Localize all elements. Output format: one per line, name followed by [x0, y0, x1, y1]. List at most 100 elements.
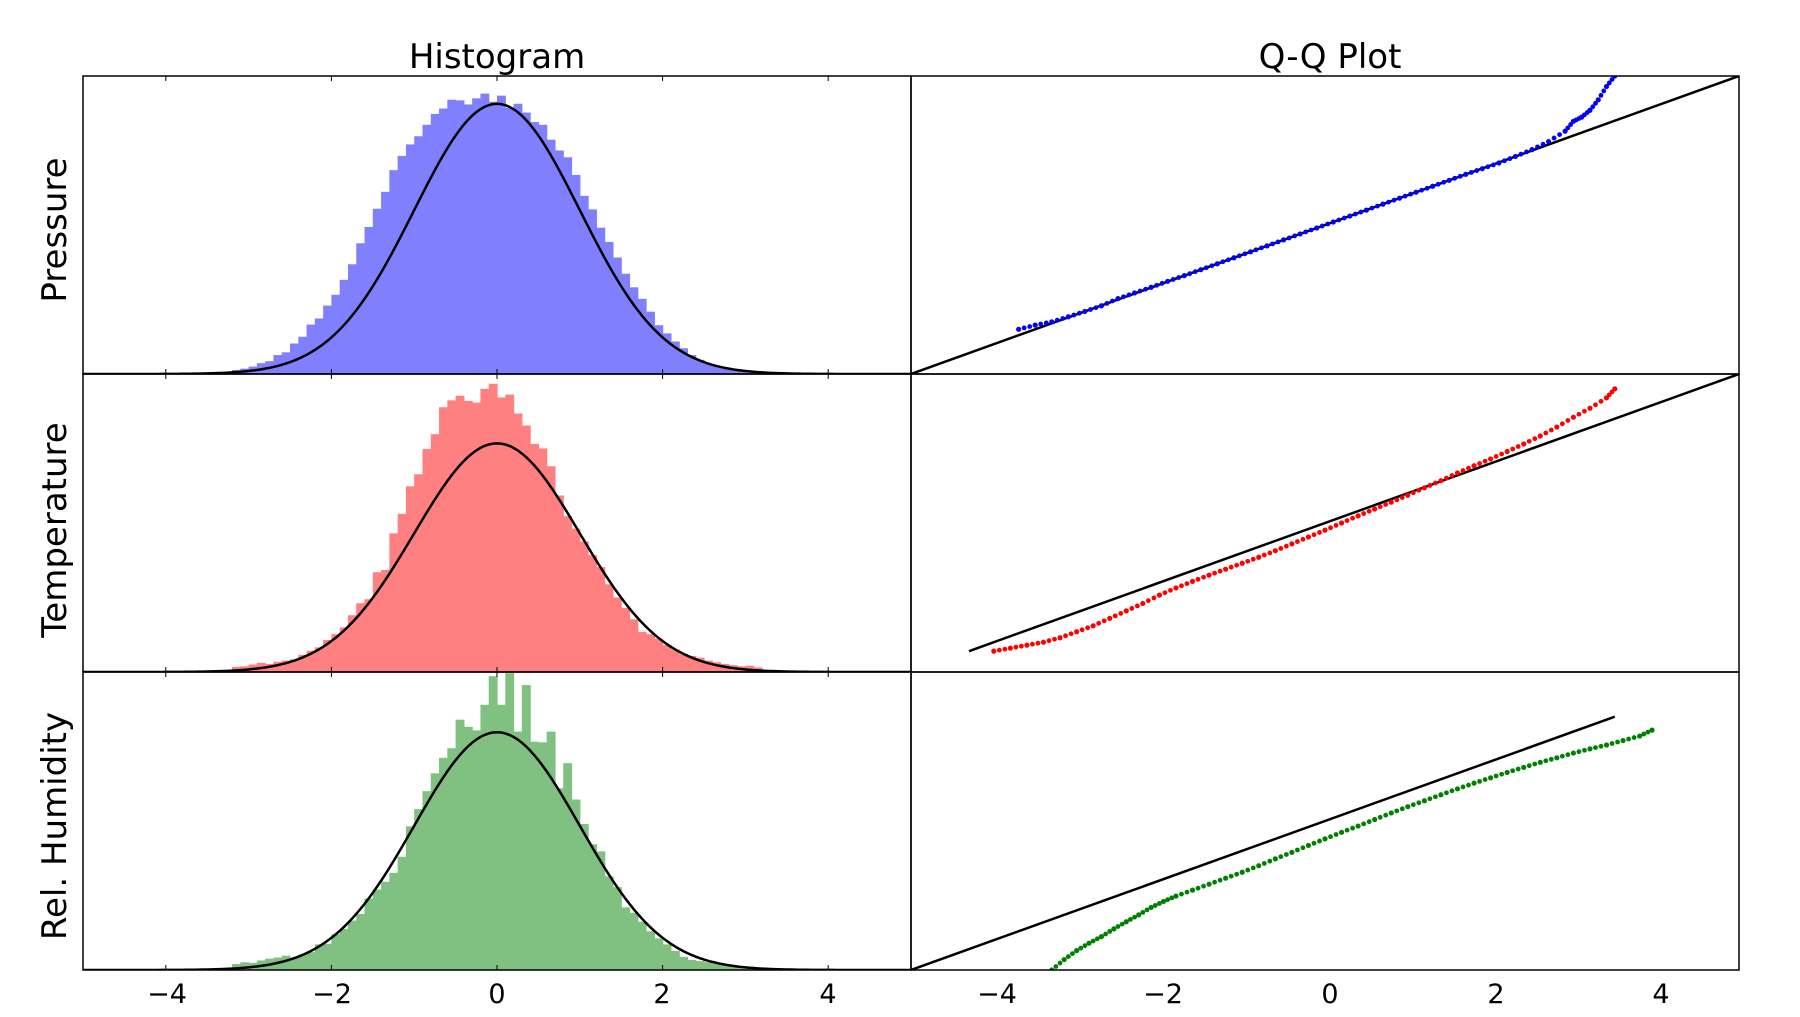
qq-point: [1504, 769, 1510, 776]
histogram-bar: [712, 964, 722, 970]
qq-point: [1165, 897, 1171, 903]
qq-point: [1060, 316, 1066, 321]
panels: [82, 75, 1740, 971]
qq-point: [1270, 241, 1275, 247]
qq-point: [1350, 825, 1355, 831]
qq-point: [1502, 158, 1507, 164]
qq-point: [1024, 642, 1030, 648]
qq-point: [1223, 875, 1229, 881]
qq-point: [1297, 231, 1303, 237]
qq-point: [1543, 758, 1549, 764]
qq-point: [1649, 727, 1655, 733]
qq-point: [1061, 956, 1067, 963]
histogram-bar: [298, 954, 308, 970]
qq-point: [1126, 292, 1132, 298]
qq-point: [1156, 592, 1162, 598]
qq-point: [1416, 487, 1422, 493]
plot-area-pressure-qq: [911, 76, 1739, 374]
histogram-bar: [637, 631, 647, 672]
histogram-bar: [422, 791, 432, 970]
histogram-bar: [662, 944, 672, 970]
qq-point: [1212, 570, 1217, 576]
histogram-bar: [621, 273, 631, 374]
qq-point: [1325, 221, 1331, 227]
qq-point: [1512, 153, 1519, 160]
qq-point: [1347, 213, 1353, 219]
qq-point: [1245, 558, 1251, 564]
histogram-bar: [679, 654, 689, 672]
histogram-bar: [571, 528, 581, 672]
qq-point: [1052, 636, 1057, 642]
x-tick-label-right-0: 0: [1321, 979, 1338, 1010]
histogram-bar: [439, 108, 448, 374]
qq-point: [1515, 444, 1521, 449]
qq-point: [1281, 237, 1287, 243]
qq-point: [1272, 548, 1278, 554]
qq-point: [1292, 233, 1298, 239]
qq-point: [1587, 405, 1593, 411]
qq-point: [1065, 954, 1071, 959]
x-tick-label-left-2: 2: [653, 979, 670, 1010]
histogram-bar: [546, 139, 556, 374]
qq-point: [1078, 945, 1084, 951]
histogram-bar: [505, 107, 515, 374]
qq-point: [1256, 863, 1262, 869]
qq-point: [1355, 823, 1361, 829]
qq-point: [1372, 506, 1378, 512]
histogram-bar: [389, 170, 399, 374]
histogram-bar: [397, 155, 407, 374]
histogram-bar: [232, 964, 241, 970]
histogram-bar: [339, 928, 349, 970]
x-tick-label-left-0: 0: [488, 979, 505, 1010]
qq-point: [1532, 436, 1538, 442]
histogram-bar: [629, 912, 639, 970]
histogram-bar: [240, 962, 250, 970]
qq-point: [1446, 177, 1452, 183]
qq-point: [1311, 840, 1317, 846]
qq-point: [1344, 518, 1350, 524]
qq-point: [1548, 427, 1554, 433]
histogram-bar: [472, 98, 482, 374]
qq-plot-column-title: Q-Q Plot: [1259, 37, 1402, 77]
qq-point: [1231, 255, 1237, 261]
qq-point: [1107, 615, 1113, 621]
qq-point: [1162, 590, 1168, 596]
qq-point: [1079, 627, 1085, 633]
qq-point: [1603, 83, 1610, 90]
qq-point: [1361, 511, 1367, 516]
qq-point: [1565, 125, 1571, 131]
histogram-bar: [670, 341, 680, 374]
histogram-bar: [612, 887, 622, 970]
histogram-bar: [704, 363, 713, 374]
histogram-bar: [381, 191, 390, 374]
qq-point: [1128, 917, 1133, 922]
panel-temperature-histogram: [82, 373, 912, 673]
qq-point: [1063, 633, 1068, 639]
qq-point: [1590, 104, 1596, 110]
histogram-bar: [621, 607, 631, 672]
qq-point: [1104, 300, 1110, 306]
x-tick-label-left-neg2: −2: [312, 979, 352, 1010]
qq-point: [1198, 267, 1204, 273]
qq-point: [1394, 497, 1400, 503]
qq-point: [1016, 326, 1022, 332]
histogram-bar: [679, 956, 689, 970]
histogram-bar: [281, 955, 291, 970]
qq-point: [1267, 858, 1273, 864]
histogram-bar: [497, 95, 506, 374]
qq-point: [1380, 201, 1386, 207]
histogram-bar: [704, 962, 713, 970]
qq-point: [1154, 282, 1160, 288]
histogram-bar: [612, 257, 622, 374]
qq-point: [1115, 296, 1121, 302]
qq-point: [1521, 441, 1527, 447]
qq-point: [1234, 562, 1240, 568]
histogram-bar: [447, 400, 457, 672]
histogram-bar: [687, 355, 697, 374]
histogram-bar: [596, 567, 606, 672]
qq-point: [1151, 595, 1157, 601]
histogram-bar: [347, 920, 357, 970]
qq-point: [1300, 536, 1306, 542]
histogram-bar: [546, 466, 556, 672]
histogram-bar: [405, 144, 415, 374]
